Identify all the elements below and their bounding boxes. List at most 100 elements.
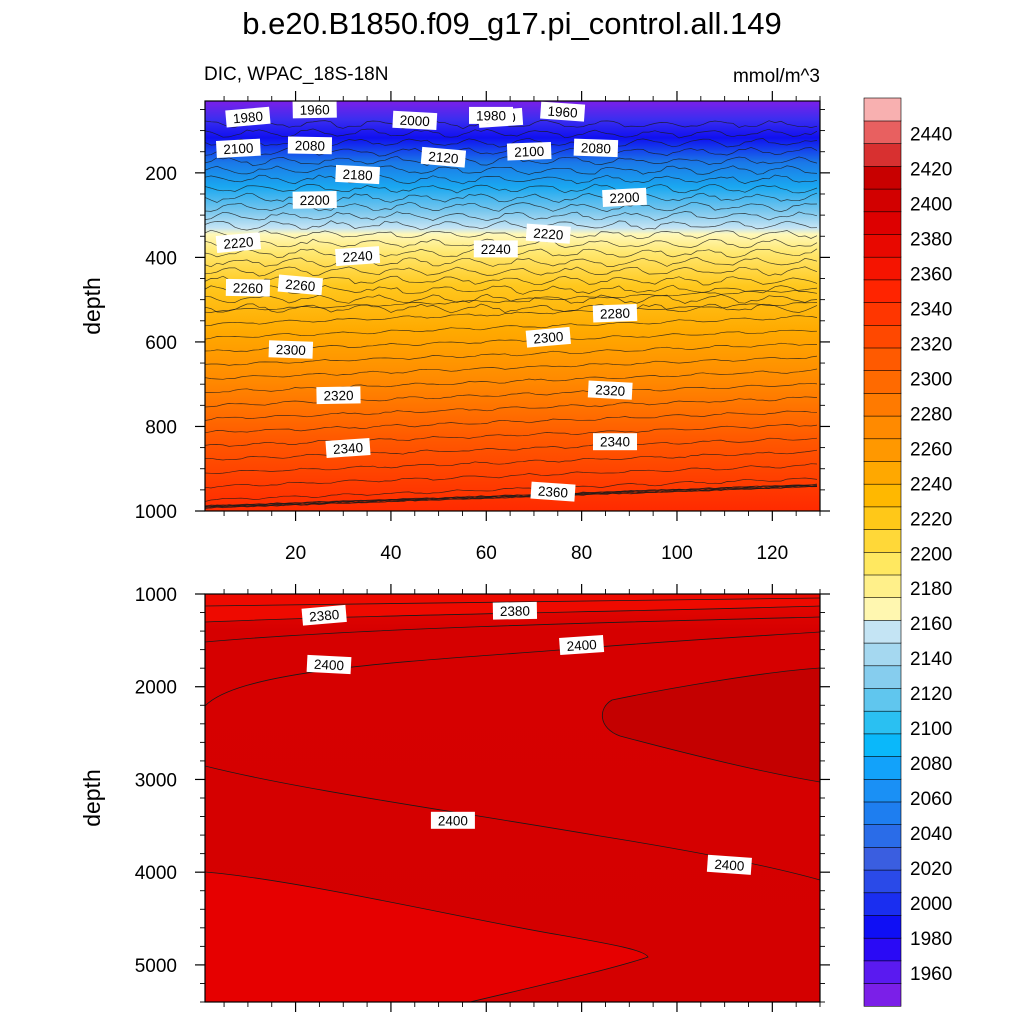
upper-contour-label: 2260 <box>277 274 323 296</box>
colorbar-swatch <box>863 188 902 213</box>
upper-contour-line <box>205 211 818 222</box>
upper-contour-label-box <box>473 240 518 258</box>
upper-contour-label: 2280 <box>592 303 638 323</box>
upper-contour-label-box <box>469 106 513 124</box>
upper-contour-label-box <box>277 274 323 296</box>
upper-contour-label: 2240 <box>335 246 381 267</box>
colorbar: 2440 2420 2400 2380 2360 2340 2320 2300 2280 2260… <box>863 97 952 1007</box>
upper-contour-line <box>205 229 818 240</box>
upper-y-tick-labels: 200 400 600 800 1000 <box>135 164 177 523</box>
lower-y-axis-title: depth <box>79 769 105 827</box>
colorbar-label: 2420 <box>910 160 952 181</box>
colorbar-swatch <box>863 642 902 667</box>
upper-contour-label-box <box>215 232 262 253</box>
upper-contour-line <box>205 424 818 447</box>
figure-title: b.e20.B1850.f09_g17.pi_control.all.149 <box>242 6 782 41</box>
upper-contour-line <box>205 410 818 434</box>
lower-y-tick-label: 4000 <box>135 863 177 884</box>
upper-x-tick-label: 80 <box>571 543 592 564</box>
upper-contour-label-box <box>268 340 314 359</box>
upper-contour-label: 2320 <box>587 380 633 400</box>
colorbar-swatch <box>863 97 902 122</box>
upper-contour-label-text: 2100 <box>514 144 545 160</box>
upper-contour-label: 2080 <box>573 138 619 158</box>
upper-panel: 1980196020002000198019602100208021202100… <box>79 91 830 564</box>
upper-contour-label: 2220 <box>525 223 571 244</box>
upper-contour-label: 2240 <box>473 240 518 258</box>
colorbar-label: 2240 <box>910 474 952 495</box>
upper-contour-label-text: 2360 <box>537 484 568 501</box>
variable-region-label: DIC, WPAC_18S-18N <box>204 64 389 85</box>
upper-contour-label-text: 2280 <box>600 306 631 322</box>
upper-contour-label-text: 2080 <box>581 140 612 156</box>
colorbar-label: 2120 <box>910 684 952 705</box>
colorbar-swatch <box>863 597 902 621</box>
upper-contour-label-text: 2200 <box>609 190 640 207</box>
lower-y-tick-labels: 1000 2000 3000 4000 5000 <box>135 585 177 977</box>
colorbar-label: 2060 <box>910 789 952 810</box>
upper-x-tick-label: 120 <box>756 543 788 564</box>
upper-contour-line <box>205 437 818 461</box>
upper-contour-label: 2220 <box>215 232 262 253</box>
colorbar-swatch <box>863 143 902 167</box>
colorbar-swatch <box>863 869 902 894</box>
lower-contour-label: 2400 <box>306 654 352 675</box>
colorbar-swatch <box>863 733 902 757</box>
colorbar-swatch <box>863 483 902 508</box>
lower-contour-label-box <box>301 604 347 626</box>
upper-contour-label: 2300 <box>525 326 571 348</box>
colorbar-swatch <box>863 937 902 962</box>
lower-contour-line <box>205 616 820 643</box>
colorbar-swatch <box>863 801 902 826</box>
lower-axis-ticks <box>195 584 830 1012</box>
upper-contour-line <box>205 449 818 474</box>
colorbar-label: 2080 <box>910 754 952 775</box>
upper-x-tick-label: 20 <box>285 543 306 564</box>
upper-plot-area <box>205 101 820 511</box>
upper-contour-label-text: 2340 <box>333 440 364 457</box>
upper-contour-label-box <box>316 386 361 405</box>
lower-y-tick-label: 3000 <box>135 770 177 791</box>
upper-contour-label-text: 2240 <box>481 242 511 257</box>
upper-contour-line <box>205 266 818 277</box>
upper-y-tick-label: 800 <box>145 417 177 438</box>
colorbar-label: 2440 <box>910 125 952 146</box>
colorbar-label: 1980 <box>910 929 952 950</box>
lower-contour-label-text: 2400 <box>566 637 597 654</box>
lower-contour-label: 2400 <box>430 811 475 829</box>
upper-x-tick-label: 60 <box>476 543 497 564</box>
upper-contour-label-text: 2260 <box>233 281 263 297</box>
upper-contour-label-text: 2220 <box>223 234 254 252</box>
lower-contour-label: 2380 <box>301 604 347 626</box>
colorbar-label: 2260 <box>910 439 952 460</box>
upper-contour-label-box <box>325 437 371 459</box>
colorbar-swatch <box>863 755 902 780</box>
upper-contour-label: 2080 <box>287 136 333 155</box>
upper-contour-label: 2200 <box>602 187 647 208</box>
upper-contour-label-text: 2320 <box>595 382 626 399</box>
colorbar-swatch <box>863 960 902 984</box>
upper-contour-label-box <box>525 326 571 348</box>
lower-fill-core <box>602 668 820 782</box>
colorbar-swatch <box>863 506 902 530</box>
upper-contour-label-box <box>530 481 576 502</box>
colorbar-swatch <box>863 460 902 485</box>
upper-contour-label: 2320 <box>316 386 361 405</box>
upper-contour-label-box <box>420 146 467 168</box>
colorbar-label: 2400 <box>910 195 952 216</box>
colorbar-swatch <box>863 415 902 440</box>
upper-contour-label-box <box>573 138 619 158</box>
lower-contour-line <box>602 667 820 783</box>
colorbar-swatch <box>863 392 902 417</box>
upper-contour-label-text: 2000 <box>399 113 430 130</box>
upper-contour-label-text: 1960 <box>547 104 578 121</box>
upper-contour-label-text: 1980 <box>476 108 506 123</box>
upper-contour-label-text: 2200 <box>300 193 330 209</box>
upper-y-tick-label: 600 <box>145 333 177 354</box>
upper-contour-label-text: 2260 <box>285 277 316 295</box>
lower-panel: 2380 2380 2400 2400 2400 2400 1000 2000 3000 400… <box>79 584 830 1012</box>
upper-contour-line <box>205 484 818 509</box>
upper-contour-label-box <box>287 136 333 155</box>
colorbar-label: 1960 <box>910 964 952 985</box>
colorbar-swatch <box>863 165 902 190</box>
